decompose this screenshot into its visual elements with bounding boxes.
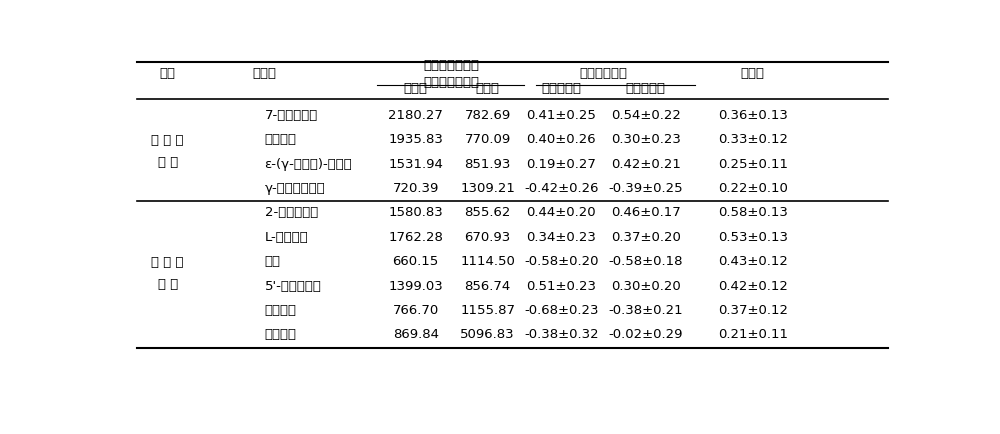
Text: 5'-单磷酸腺苷: 5'-单磷酸腺苷: [264, 279, 321, 293]
Text: -0.02±0.29: -0.02±0.29: [609, 329, 683, 342]
Text: 低脂系: 低脂系: [476, 82, 500, 95]
Text: 0.33±0.12: 0.33±0.12: [718, 133, 788, 146]
Text: 遗传力: 遗传力: [741, 67, 765, 80]
Text: 模 式: 模 式: [158, 278, 178, 291]
Text: 2-氧代己二酸: 2-氧代己二酸: [264, 207, 318, 219]
Text: 869.84: 869.84: [393, 329, 439, 342]
Text: 720.39: 720.39: [392, 182, 439, 195]
Text: 766.70: 766.70: [392, 304, 439, 317]
Text: 0.40±0.26: 0.40±0.26: [527, 133, 596, 146]
Text: 0.19±0.27: 0.19±0.27: [526, 158, 596, 171]
Text: -0.38±0.32: -0.38±0.32: [524, 329, 599, 342]
Text: 肾上腺酸: 肾上腺酸: [264, 304, 296, 317]
Text: -0.38±0.21: -0.38±0.21: [608, 304, 683, 317]
Text: 670.93: 670.93: [465, 231, 511, 244]
Text: 856.74: 856.74: [465, 279, 511, 293]
Text: 0.21±0.11: 0.21±0.11: [718, 329, 788, 342]
Text: 0.30±0.23: 0.30±0.23: [611, 133, 681, 146]
Text: 0.22±0.10: 0.22±0.10: [718, 182, 788, 195]
Text: 0.30±0.20: 0.30±0.20: [611, 279, 681, 293]
Text: 0.42±0.12: 0.42±0.12: [718, 279, 788, 293]
Text: 剩余采食量: 剩余采食量: [626, 82, 666, 95]
Text: 正 离 子: 正 离 子: [151, 135, 184, 148]
Text: 睾酮: 睾酮: [264, 255, 280, 268]
Text: 0.42±0.21: 0.42±0.21: [611, 158, 681, 171]
Text: 0.51±0.23: 0.51±0.23: [526, 279, 596, 293]
Text: 0.43±0.12: 0.43±0.12: [718, 255, 788, 268]
Text: 0.34±0.23: 0.34±0.23: [526, 231, 596, 244]
Text: 模 式: 模 式: [158, 156, 178, 169]
Text: L-高精氨酸: L-高精氨酸: [264, 231, 308, 244]
Text: -0.39±0.25: -0.39±0.25: [608, 182, 683, 195]
Text: 1531.94: 1531.94: [388, 158, 443, 171]
Text: -0.58±0.20: -0.58±0.20: [524, 255, 599, 268]
Text: 782.69: 782.69: [465, 109, 511, 122]
Text: 7-酮基胆固醇: 7-酮基胆固醇: [264, 109, 318, 122]
Text: 负 离 子: 负 离 子: [151, 256, 184, 270]
Text: 5096.83: 5096.83: [460, 329, 515, 342]
Text: 851.93: 851.93: [465, 158, 511, 171]
Text: γ-谷氨酰酪氨酸: γ-谷氨酰酪氨酸: [264, 182, 325, 195]
Text: -0.58±0.18: -0.58±0.18: [609, 255, 683, 268]
Text: 0.44±0.20: 0.44±0.20: [527, 207, 596, 219]
Text: 1580.83: 1580.83: [388, 207, 443, 219]
Text: 遗传相关系数: 遗传相关系数: [580, 67, 628, 80]
Text: 2180.27: 2180.27: [388, 109, 443, 122]
Text: 0.36±0.13: 0.36±0.13: [718, 109, 788, 122]
Text: 1399.03: 1399.03: [388, 279, 443, 293]
Text: 高、低脂系肉鸡: 高、低脂系肉鸡: [424, 59, 480, 72]
Text: 660.15: 660.15: [392, 255, 439, 268]
Text: 1309.21: 1309.21: [460, 182, 515, 195]
Text: 1935.83: 1935.83: [388, 133, 443, 146]
Text: ε-(γ-谷氨酰)-赖氨酸: ε-(γ-谷氨酰)-赖氨酸: [264, 158, 352, 171]
Text: 饲料转化率: 饲料转化率: [541, 82, 581, 95]
Text: 血浆代谢物丰度: 血浆代谢物丰度: [424, 76, 480, 89]
Text: -0.42±0.26: -0.42±0.26: [524, 182, 599, 195]
Text: 0.54±0.22: 0.54±0.22: [611, 109, 681, 122]
Text: 855.62: 855.62: [465, 207, 511, 219]
Text: 1762.28: 1762.28: [388, 231, 443, 244]
Text: 0.53±0.13: 0.53±0.13: [718, 231, 788, 244]
Text: 0.37±0.12: 0.37±0.12: [718, 304, 788, 317]
Text: 0.46±0.17: 0.46±0.17: [611, 207, 681, 219]
Text: 模式: 模式: [160, 67, 176, 80]
Text: 770.09: 770.09: [465, 133, 511, 146]
Text: 通用名: 通用名: [252, 67, 276, 80]
Text: 高脂系: 高脂系: [404, 82, 428, 95]
Text: 1155.87: 1155.87: [460, 304, 515, 317]
Text: 1114.50: 1114.50: [460, 255, 515, 268]
Text: 0.25±0.11: 0.25±0.11: [718, 158, 788, 171]
Text: 骨化三醇: 骨化三醇: [264, 329, 296, 342]
Text: 二甲基矾: 二甲基矾: [264, 133, 296, 146]
Text: 0.41±0.25: 0.41±0.25: [526, 109, 596, 122]
Text: -0.68±0.23: -0.68±0.23: [524, 304, 599, 317]
Text: 0.37±0.20: 0.37±0.20: [611, 231, 681, 244]
Text: 0.58±0.13: 0.58±0.13: [718, 207, 788, 219]
